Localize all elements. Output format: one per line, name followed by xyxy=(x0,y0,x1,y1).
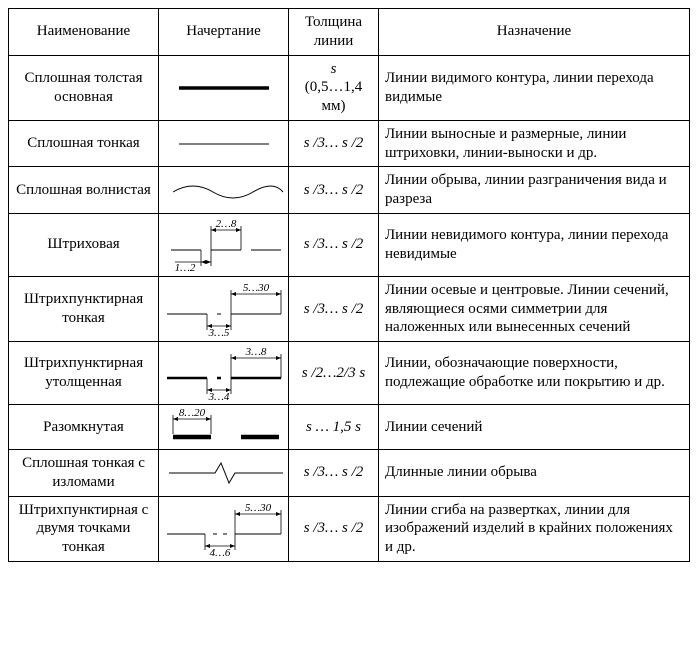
cell-thickness: s /2…2/3 s xyxy=(289,342,379,405)
cell-shape: 8…20 xyxy=(159,405,289,450)
table-row: Сплошная толстая основная s(0,5…1,4 мм)Ли… xyxy=(9,55,690,120)
cell-thickness: s /3… s /2 xyxy=(289,450,379,497)
table-row: Штрихпунктирная с двумя точками тонкая 5… xyxy=(9,496,690,561)
cell-name: Штрихпунктирная утолщенная xyxy=(9,342,159,405)
cell-name: Штриховая xyxy=(9,213,159,276)
cell-desc: Линии, обозначающие поверхности, подлежа… xyxy=(379,342,690,405)
cell-thickness: s /3… s /2 xyxy=(289,276,379,341)
svg-text:5…30: 5…30 xyxy=(243,282,270,294)
hdr-purpose: Назначение xyxy=(379,9,690,56)
cell-shape xyxy=(159,450,289,497)
cell-name: Сплошная тонкая с изломами xyxy=(9,450,159,497)
table-row: Штрихпунктирная тонкая 5…30 3…5s /3… s /… xyxy=(9,276,690,341)
table-row: Штриховая 2…8 1…2s /3… s /2Линии невидим… xyxy=(9,213,690,276)
cell-desc: Длинные линии обрыва xyxy=(379,450,690,497)
svg-text:8…20: 8…20 xyxy=(179,407,206,419)
table-row: Сплошная тонкая s /3… s /2Линии выносные … xyxy=(9,120,690,167)
cell-shape: 5…30 4…6 xyxy=(159,496,289,561)
table-row: Сплошная волнистая s /3… s /2Линии обрыва… xyxy=(9,167,690,214)
cell-shape: 5…30 3…5 xyxy=(159,276,289,341)
cell-desc: Линии сгиба на развертках, линии для изо… xyxy=(379,496,690,561)
svg-text:4…6: 4…6 xyxy=(210,547,231,558)
cell-name: Сплошная тонкая xyxy=(9,120,159,167)
table-row: Штрихпунктирная утолщенная 3…8 3…4s /2…2… xyxy=(9,342,690,405)
cell-desc: Линии выносные и размерные, линии штрихо… xyxy=(379,120,690,167)
svg-text:3…8: 3…8 xyxy=(245,346,267,358)
cell-shape: 2…8 1…2 xyxy=(159,213,289,276)
cell-desc: Линии обрыва, линии разграничения вида и… xyxy=(379,167,690,214)
cell-shape: 3…8 3…4 xyxy=(159,342,289,405)
line-types-table: Наименование Начертание Толщина линии На… xyxy=(8,8,690,562)
cell-shape xyxy=(159,167,289,214)
cell-name: Сплошная волнистая xyxy=(9,167,159,214)
cell-name: Штрихпунктирная тонкая xyxy=(9,276,159,341)
hdr-thickness: Толщина линии xyxy=(289,9,379,56)
hdr-name: Наименование xyxy=(9,9,159,56)
svg-text:3…4: 3…4 xyxy=(208,391,230,402)
table-row: Сплошная тонкая с изломами s /3… s /2Длин… xyxy=(9,450,690,497)
cell-thickness: s /3… s /2 xyxy=(289,120,379,167)
cell-thickness: s /3… s /2 xyxy=(289,213,379,276)
cell-desc: Линии видимого контура, линии перехода в… xyxy=(379,55,690,120)
cell-name: Штрихпунктирная с двумя точками тонкая xyxy=(9,496,159,561)
cell-name: Сплошная толстая основная xyxy=(9,55,159,120)
table-row: Разомкнутая 8…20 s … 1,5 sЛинии сечений xyxy=(9,405,690,450)
cell-thickness: s /3… s /2 xyxy=(289,496,379,561)
header-row: Наименование Начертание Толщина линии На… xyxy=(9,9,690,56)
cell-desc: Линии невидимого контура, линии перехода… xyxy=(379,213,690,276)
svg-text:1…2: 1…2 xyxy=(175,262,196,274)
svg-text:2…8: 2…8 xyxy=(216,218,237,230)
cell-thickness: s … 1,5 s xyxy=(289,405,379,450)
cell-desc: Линии сечений xyxy=(379,405,690,450)
cell-thickness: s /3… s /2 xyxy=(289,167,379,214)
cell-shape xyxy=(159,55,289,120)
svg-text:5…30: 5…30 xyxy=(245,502,272,514)
cell-thickness: s(0,5…1,4 мм) xyxy=(289,55,379,120)
cell-shape xyxy=(159,120,289,167)
cell-name: Разомкнутая xyxy=(9,405,159,450)
svg-text:3…5: 3…5 xyxy=(208,327,230,338)
hdr-shape: Начертание xyxy=(159,9,289,56)
cell-desc: Линии осевые и центровые. Линии сечений,… xyxy=(379,276,690,341)
